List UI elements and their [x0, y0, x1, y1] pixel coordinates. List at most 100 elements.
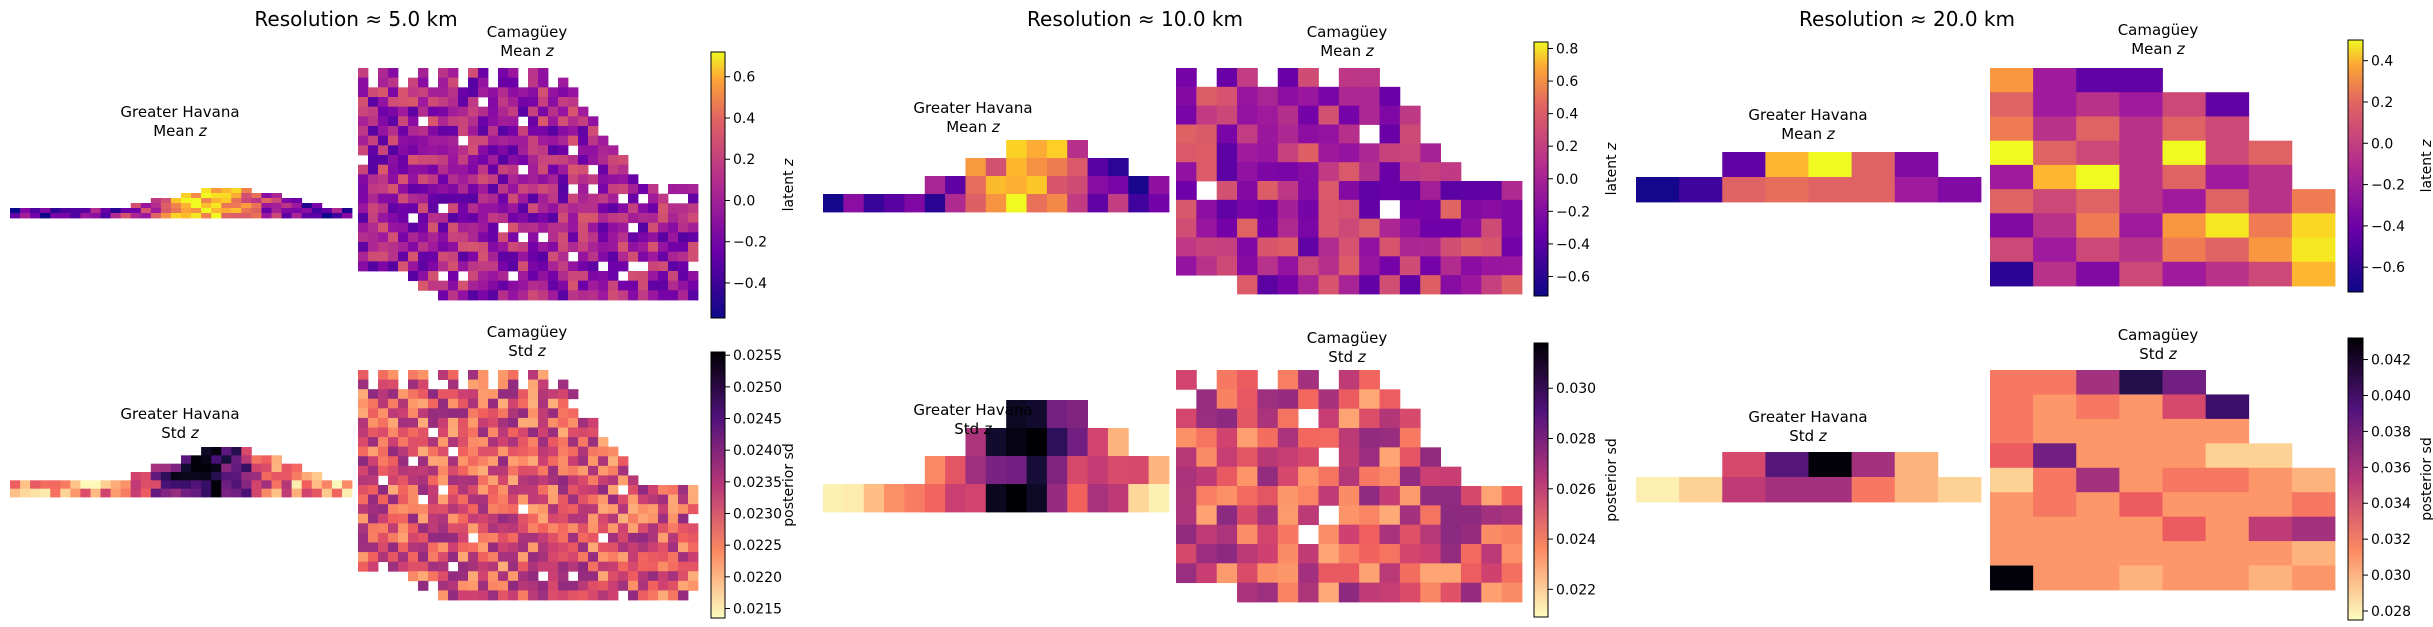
heatmap-cell [388, 417, 399, 428]
heatmap-cell [468, 580, 479, 591]
heatmap-cell [568, 561, 579, 572]
heatmap-cell [468, 408, 479, 419]
heatmap-cell [578, 232, 589, 243]
heatmap-cell [688, 532, 699, 543]
heatmap-cell [468, 271, 479, 282]
heatmap-cell [378, 465, 389, 476]
heatmap-cell [1379, 524, 1401, 545]
heatmap-cell [568, 271, 579, 282]
heatmap-cell [528, 271, 539, 282]
heatmap-cell [668, 222, 679, 233]
heatmap-cell [1338, 447, 1360, 468]
heatmap-cell [1338, 237, 1360, 257]
heatmap-cell [271, 455, 282, 465]
heatmap-cell [1237, 199, 1258, 220]
heatmap-cell [2119, 541, 2163, 566]
heatmap-cell [1399, 486, 1421, 506]
heatmap-cell [438, 135, 449, 146]
heatmap-cell [618, 475, 629, 486]
heatmap-cell [588, 542, 599, 553]
heatmap-cell [458, 532, 469, 543]
heatmap-cell [388, 261, 399, 272]
heatmap-cell [408, 87, 419, 98]
heatmap-cell [558, 446, 569, 457]
heatmap-cell [668, 280, 679, 291]
heatmap-cell [1257, 389, 1279, 410]
heatmap-cell [945, 484, 966, 513]
heatmap-cell [668, 271, 679, 282]
heatmap-cell [1318, 486, 1340, 506]
std-colorbar-tick-label: 0.042 [2371, 353, 2411, 369]
heatmap-cell [558, 251, 569, 262]
heatmap-cell [468, 232, 479, 243]
heatmap-cell [538, 222, 549, 233]
heatmap-cell [1257, 505, 1279, 526]
heatmap-cell [398, 437, 409, 448]
heatmap-cell [388, 145, 399, 156]
heatmap-cell [388, 370, 399, 380]
heatmap-cell [648, 542, 659, 553]
heatmap-cell [1176, 218, 1197, 238]
heatmap-cell [1338, 199, 1360, 220]
heatmap-cell [598, 590, 609, 601]
heatmap-cell [538, 513, 549, 524]
heatmap-cell [965, 158, 987, 177]
heatmap-cell [588, 155, 599, 166]
heatmap-cell [1990, 492, 2034, 518]
heatmap-cell [458, 456, 469, 467]
heatmap-cell [488, 590, 499, 601]
heatmap-cell [1501, 544, 1523, 564]
heatmap-cell [368, 485, 379, 495]
heatmap-cell [528, 155, 539, 166]
heatmap-cell [1257, 124, 1279, 144]
heatmap-cell [2248, 164, 2293, 190]
heatmap-cell [1298, 218, 1319, 238]
heatmap-cell [578, 261, 589, 272]
heatmap-cell [1216, 370, 1238, 390]
heatmap-cell [120, 213, 132, 219]
heatmap-cell [1460, 181, 1482, 201]
heatmap-cell [181, 193, 192, 199]
heatmap-cell [498, 77, 509, 88]
heatmap-cell [548, 203, 559, 214]
heatmap-cell [638, 280, 649, 291]
heatmap-cell [2119, 116, 2163, 142]
heatmap-cell [428, 389, 439, 400]
heatmap-cell [568, 222, 579, 233]
heatmap-cell [2162, 418, 2207, 444]
heatmap-cell [618, 203, 629, 214]
heatmap-cell [678, 552, 689, 563]
heatmap-cell [418, 552, 429, 563]
heatmap-cell [1808, 452, 1853, 478]
heatmap-cell [498, 213, 509, 224]
heatmap-cell [20, 488, 31, 498]
heatmap-cell [468, 475, 479, 486]
heatmap-cell [618, 532, 629, 543]
heatmap-cell [1722, 177, 1766, 203]
heatmap-cell [1501, 275, 1523, 295]
heatmap-cell [241, 463, 252, 473]
heatmap-cell [548, 222, 559, 233]
heatmap-cell [418, 513, 429, 524]
heatmap-cell [558, 193, 569, 204]
heatmap-cell [628, 203, 639, 214]
heatmap-cell [468, 77, 479, 88]
heatmap-cell [1067, 400, 1088, 429]
heatmap-cell [498, 427, 509, 438]
heatmap-cell [2076, 394, 2120, 420]
heatmap-cell [428, 446, 439, 457]
heatmap-cell [1399, 582, 1421, 603]
heatmap-cell [291, 208, 303, 214]
heatmap-cell [408, 222, 419, 233]
heatmap-cell [388, 465, 399, 476]
heatmap-cell [2162, 116, 2207, 142]
heatmap-cell [498, 513, 509, 524]
heatmap-cell [1481, 218, 1503, 238]
heatmap-cell [648, 532, 659, 543]
heatmap-cell [558, 398, 569, 409]
heatmap-cell [1176, 199, 1197, 220]
heatmap-cell [578, 145, 589, 156]
heatmap-cell [658, 271, 669, 282]
heatmap-cell [638, 552, 649, 563]
heatmap-cell [2076, 92, 2120, 117]
